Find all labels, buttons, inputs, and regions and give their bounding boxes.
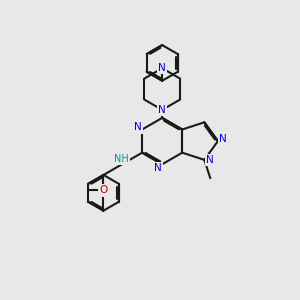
Text: N: N: [206, 155, 214, 165]
Text: O: O: [99, 185, 108, 195]
Text: N: N: [158, 105, 166, 115]
Text: N: N: [158, 63, 166, 73]
Text: N: N: [134, 122, 142, 132]
Text: NH: NH: [114, 154, 129, 164]
Text: N: N: [154, 163, 162, 173]
Text: N: N: [219, 134, 227, 144]
